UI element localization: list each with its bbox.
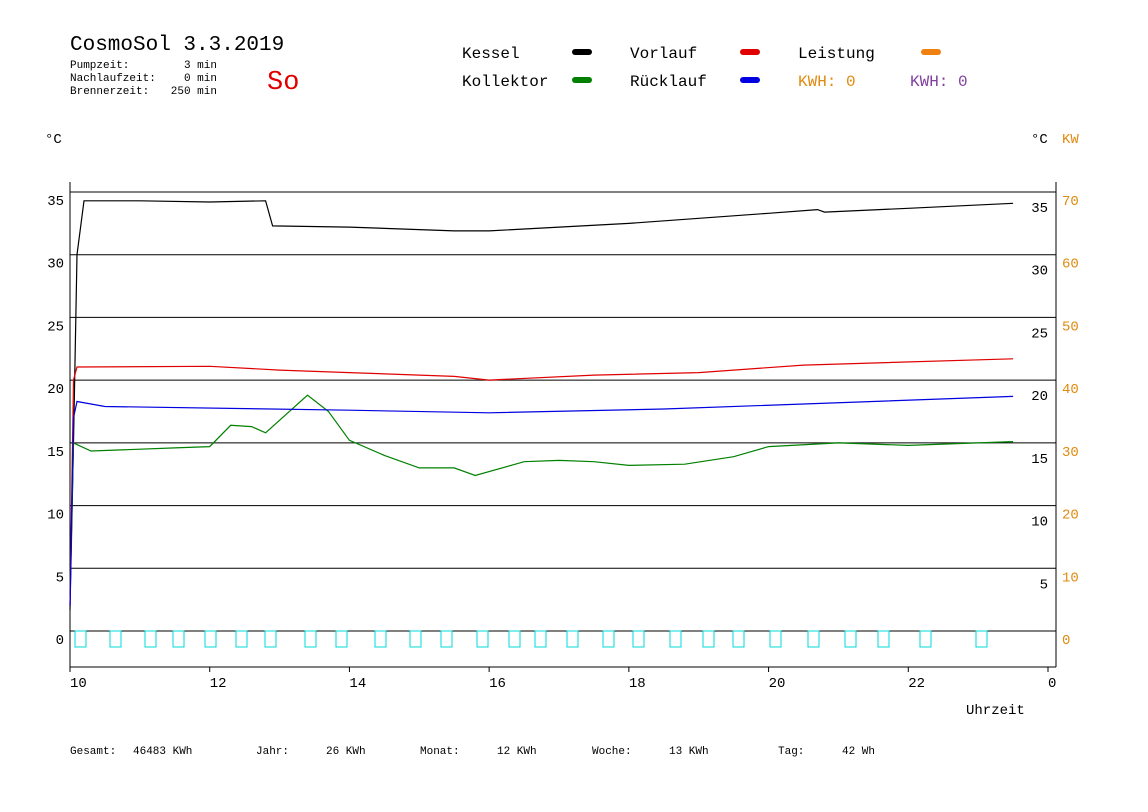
info-label: Nachlaufzeit:: [70, 73, 156, 85]
y2-unit: KW: [1062, 132, 1079, 148]
series-line: [69, 200, 1014, 610]
pulse: [702, 630, 715, 648]
y-tick-label: 15: [47, 445, 64, 461]
y2-tick-label: 30: [1062, 445, 1079, 461]
pulse: [440, 630, 453, 648]
pulse: [204, 630, 217, 648]
legend-swatch: [572, 49, 592, 55]
y2-unit-c: °C: [1031, 132, 1048, 148]
y-tick-label: 10: [47, 508, 64, 524]
legend-label: Leistung: [798, 45, 875, 63]
y-tick-label: 25: [47, 319, 64, 335]
x-label: Uhrzeit: [966, 703, 1025, 719]
y2-tick-label: 60: [1062, 257, 1079, 273]
y2-tick-label: 0: [1062, 633, 1070, 649]
x-tick-label: 20: [769, 676, 786, 692]
kwh-label: KWH: 0: [798, 73, 856, 91]
pulse: [602, 630, 615, 648]
legend-swatch: [740, 49, 760, 55]
pulse: [374, 630, 387, 648]
kwh-label: KWH: 0: [910, 73, 968, 91]
y-tick-label: 30: [47, 257, 64, 273]
y-right-tick-label: 10: [1031, 515, 1048, 531]
x-tick-label: 22: [908, 676, 925, 692]
footer-value: 46483 KWh: [133, 746, 192, 758]
chart-title: CosmoSol 3.3.2019: [70, 34, 284, 57]
info-label: Pumpzeit:: [70, 60, 129, 72]
legend-swatch: [921, 49, 941, 55]
x-tick-label: 18: [629, 676, 646, 692]
footer-label: Monat:: [420, 746, 460, 758]
day: So: [267, 68, 299, 98]
footer-label: Gesamt:: [70, 746, 116, 758]
footer-label: Tag:: [778, 746, 804, 758]
x-tick-label: 14: [349, 676, 366, 692]
pulse: [508, 630, 521, 648]
y2-tick-label: 10: [1062, 570, 1079, 586]
footer-label: Jahr:: [256, 746, 289, 758]
pulse: [534, 630, 547, 648]
info-value: 0 min: [184, 73, 217, 85]
pulse: [632, 630, 645, 648]
pulse: [732, 630, 745, 648]
pulse: [264, 630, 277, 648]
legend-label: Vorlauf: [630, 45, 697, 63]
pulse: [476, 630, 489, 648]
pulse: [919, 630, 932, 648]
x-tick-label: 16: [489, 676, 506, 692]
y-right-tick-label: 15: [1031, 452, 1048, 468]
pulse: [807, 630, 820, 648]
y-right-tick-label: 35: [1031, 201, 1048, 217]
y-tick-label: 35: [47, 194, 64, 210]
y2-tick-label: 70: [1062, 194, 1079, 210]
y-right-tick-label: 5: [1040, 577, 1048, 593]
pulse: [304, 630, 317, 648]
pulse: [335, 630, 348, 648]
x-tick-label: 10: [70, 676, 87, 692]
pulse: [669, 630, 682, 648]
footer-value: 26 KWh: [326, 746, 366, 758]
legend-label: Kollektor: [462, 73, 548, 91]
y-tick-label: 5: [56, 570, 64, 586]
legend-swatch: [572, 77, 592, 83]
y-right-tick-label: 25: [1031, 326, 1048, 342]
series-line: [69, 358, 1014, 606]
y2-tick-label: 50: [1062, 319, 1079, 335]
y-right-tick-label: 30: [1031, 264, 1048, 280]
pulse: [844, 630, 857, 648]
pulse: [109, 630, 122, 648]
footer-value: 12 KWh: [497, 746, 537, 758]
info-label: Brennerzeit:: [70, 86, 149, 98]
legend-swatch: [740, 77, 760, 83]
pulse: [235, 630, 248, 648]
footer-label: Woche:: [592, 746, 632, 758]
legend-label: Rücklauf: [630, 73, 707, 91]
legend-label: Kessel: [462, 45, 520, 63]
y-unit: °C: [45, 132, 62, 148]
pulse: [975, 630, 988, 648]
footer-value: 42 Wh: [842, 746, 875, 758]
pulse: [144, 630, 157, 648]
footer-value: 13 KWh: [669, 746, 709, 758]
pulse: [74, 630, 87, 648]
x-tick-label: 0: [1048, 676, 1056, 692]
y-right-tick-label: 20: [1031, 389, 1048, 405]
x-tick-label: 12: [210, 676, 227, 692]
series-line: [69, 394, 1014, 594]
y2-tick-label: 40: [1062, 382, 1079, 398]
pulse: [172, 630, 185, 648]
y2-tick-label: 20: [1062, 508, 1079, 524]
y-tick-label: 0: [56, 633, 64, 649]
y-tick-label: 20: [47, 382, 64, 398]
pulse: [769, 630, 782, 648]
info-value: 250 min: [171, 86, 217, 98]
series-line: [69, 395, 1014, 606]
pulse: [409, 630, 422, 648]
pulse: [566, 630, 579, 648]
info-value: 3 min: [184, 60, 217, 72]
pulse: [877, 630, 890, 648]
